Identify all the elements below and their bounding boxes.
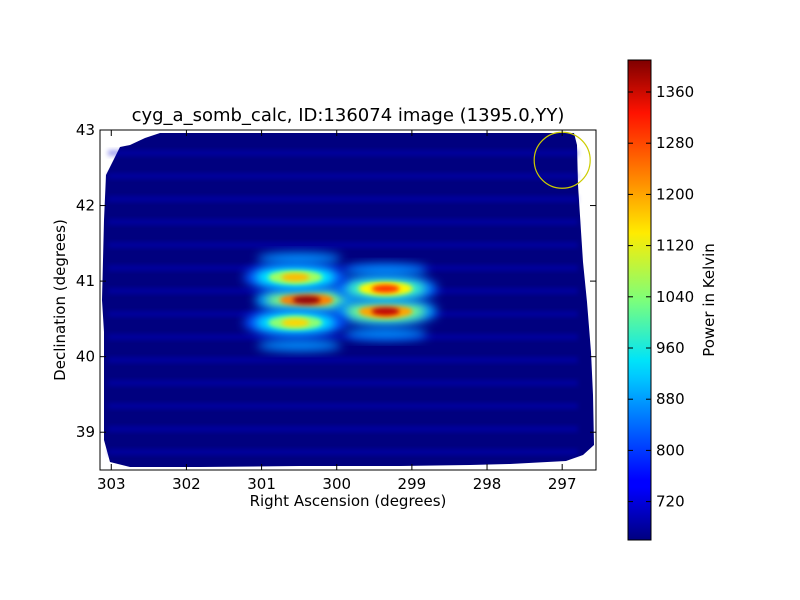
x-tick-label: 303 — [97, 475, 126, 493]
background-streaks — [108, 150, 578, 455]
y-axis-label: Declination (degrees) — [51, 219, 69, 381]
fringe-lobe — [343, 263, 428, 276]
y-tick-label: 39 — [76, 423, 95, 441]
fringe-contour — [281, 273, 310, 282]
fringe-lobe — [257, 252, 342, 265]
streak — [108, 449, 578, 455]
fringe-peak — [243, 308, 348, 337]
colorbar — [627, 59, 652, 541]
colorbar-tick-label: 1360 — [656, 83, 694, 101]
y-tick-label: 40 — [76, 348, 95, 366]
fringe-peak — [333, 274, 438, 303]
fringe-contour — [371, 284, 400, 293]
chart-title: cyg_a_somb_calc, ID:136074 image (1395.0… — [132, 105, 565, 126]
colorbar-tick-label: 1040 — [656, 288, 694, 306]
colorbar-tick-label: 960 — [656, 339, 685, 357]
x-axis: 303 302 301 300 299 298 297 — [97, 130, 577, 493]
streak — [108, 334, 578, 340]
fringe-lobe — [343, 328, 428, 340]
y-tick-label: 43 — [76, 121, 95, 139]
streak — [108, 242, 578, 248]
x-tick-label: 299 — [398, 475, 427, 493]
x-tick-label: 298 — [473, 475, 502, 493]
colorbar-tick-label: 880 — [656, 390, 685, 408]
x-tick-label: 300 — [322, 475, 351, 493]
plot-area — [100, 130, 596, 470]
y-tick-label: 42 — [76, 197, 95, 215]
streak — [108, 357, 578, 363]
streak — [108, 426, 578, 432]
fringe-peak — [243, 263, 348, 292]
x-tick-label: 301 — [247, 475, 276, 493]
colorbar-label: Power in Kelvin — [700, 243, 718, 357]
x-tick-label: 302 — [172, 475, 201, 493]
streak — [108, 380, 578, 386]
streak — [108, 265, 578, 271]
fringe-peak — [333, 297, 438, 326]
streak — [108, 219, 578, 225]
colorbar-tick-label: 1200 — [656, 185, 694, 203]
colorbar-tick-label: 1120 — [656, 237, 694, 255]
streak — [108, 403, 578, 409]
axes-frame — [99, 129, 597, 471]
x-axis-label: Right Ascension (degrees) — [250, 492, 447, 510]
fringe-contour — [281, 318, 310, 327]
fringe-contour — [292, 296, 321, 304]
fringe-lobe — [257, 339, 342, 352]
colorbar-tick-label: 800 — [656, 441, 685, 459]
colorbar-tick-label: 1280 — [656, 134, 694, 152]
fringe-pattern — [243, 252, 438, 352]
colorbar-tick-label: 720 — [656, 493, 685, 511]
streak — [108, 173, 578, 179]
y-axis: 39 40 41 42 43 — [76, 121, 596, 441]
fringe-peak — [254, 286, 359, 314]
fringe-contour — [371, 307, 400, 316]
streak — [108, 150, 578, 156]
x-tick-label: 297 — [548, 475, 577, 493]
colorbar-ticks: 720 800 880 960 1040 1120 1200 1280 1360 — [628, 83, 694, 511]
streak — [108, 196, 578, 202]
y-tick-label: 41 — [76, 272, 95, 290]
